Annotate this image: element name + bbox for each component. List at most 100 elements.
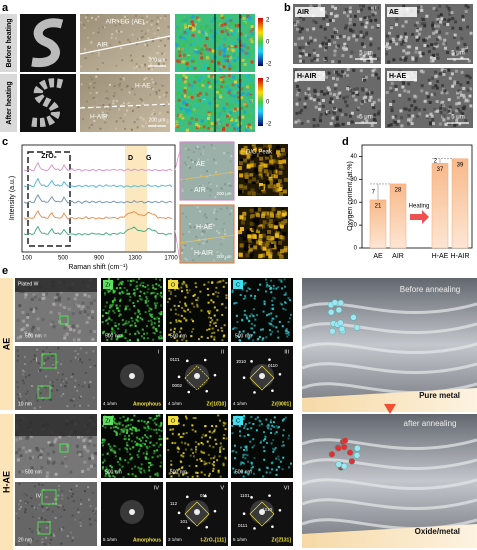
texture — [126, 450, 129, 453]
texture — [223, 257, 226, 260]
texture — [87, 20, 90, 23]
texture — [223, 47, 227, 51]
texture — [79, 359, 82, 362]
texture — [435, 38, 439, 42]
texture — [223, 236, 226, 239]
texture — [191, 160, 194, 163]
texture — [51, 320, 55, 324]
texture — [278, 154, 283, 159]
texture — [143, 469, 146, 472]
texture — [464, 119, 468, 123]
texture — [178, 88, 182, 92]
texture — [190, 57, 194, 61]
texture — [463, 45, 467, 49]
texture — [145, 457, 148, 460]
texture — [415, 21, 419, 25]
texture — [107, 312, 110, 315]
texture — [102, 440, 105, 443]
texture — [250, 466, 253, 469]
texture — [446, 19, 450, 23]
texture — [139, 290, 142, 293]
texture — [240, 461, 243, 464]
texture — [38, 369, 41, 372]
row-band — [0, 74, 17, 132]
texture — [164, 58, 167, 61]
texture — [120, 78, 123, 81]
texture — [236, 56, 240, 60]
texture — [31, 455, 35, 459]
texture — [232, 327, 235, 330]
texture — [113, 298, 116, 301]
texture — [127, 473, 130, 476]
texture — [404, 51, 408, 55]
texture — [435, 44, 439, 48]
texture — [102, 444, 105, 447]
texture — [245, 445, 248, 448]
texture — [333, 111, 337, 115]
texture — [103, 26, 106, 29]
texture — [180, 290, 183, 293]
texture — [188, 97, 192, 101]
texture — [140, 419, 143, 422]
texture — [160, 313, 163, 316]
texture — [120, 431, 123, 434]
texture — [278, 186, 283, 191]
roi-label: V — [220, 485, 224, 491]
texture — [441, 83, 445, 87]
texture — [141, 124, 144, 127]
texture — [137, 332, 140, 335]
texture — [217, 88, 221, 92]
texture — [427, 35, 431, 39]
texture — [241, 49, 245, 53]
texture — [228, 31, 232, 35]
texture — [268, 254, 273, 259]
texture — [55, 498, 58, 501]
texture — [118, 433, 121, 436]
texture — [227, 113, 231, 117]
texture — [122, 431, 125, 434]
texture — [232, 94, 236, 98]
texture — [246, 155, 251, 160]
texture — [110, 319, 113, 322]
texture — [420, 9, 424, 13]
texture — [255, 221, 260, 226]
texture — [211, 425, 214, 428]
texture — [436, 79, 440, 83]
texture — [417, 5, 421, 9]
texture — [250, 244, 255, 249]
texture — [118, 304, 121, 307]
texture — [133, 305, 136, 308]
texture — [16, 319, 20, 323]
scale-label: 200 μm — [149, 57, 166, 63]
texture — [59, 528, 62, 531]
texture — [214, 291, 217, 294]
texture — [194, 448, 197, 451]
texture — [239, 430, 242, 433]
roi-label: IV — [36, 493, 42, 499]
texture — [47, 461, 51, 465]
texture — [239, 184, 244, 189]
texture — [74, 356, 77, 359]
texture — [180, 327, 183, 330]
texture — [423, 107, 427, 111]
texture — [129, 324, 132, 327]
texture — [215, 286, 218, 289]
texture — [406, 122, 410, 126]
texture — [264, 147, 269, 152]
texture — [86, 14, 89, 17]
atom — [354, 445, 361, 452]
texture — [58, 296, 62, 300]
texture — [210, 59, 214, 63]
texture — [144, 43, 147, 46]
texture — [89, 301, 93, 305]
texture — [230, 155, 233, 158]
texture — [20, 505, 23, 508]
texture — [233, 127, 237, 131]
texture — [261, 242, 266, 247]
texture — [252, 226, 257, 231]
texture — [143, 337, 146, 340]
texture — [175, 319, 178, 322]
texture — [433, 108, 437, 112]
texture — [93, 119, 96, 122]
